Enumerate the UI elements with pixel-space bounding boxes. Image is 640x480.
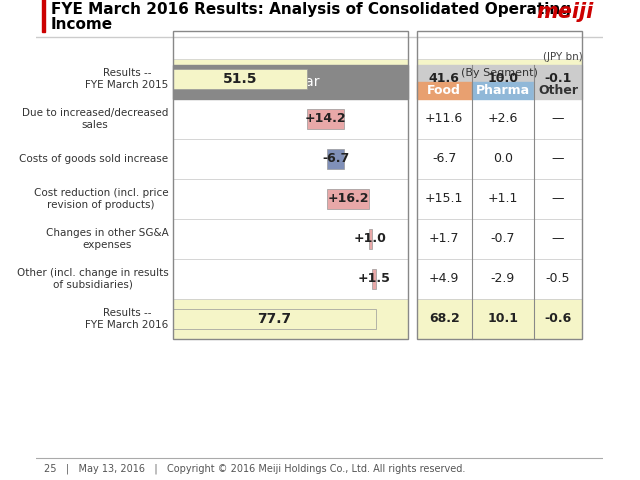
Text: Other: Other [538, 84, 578, 97]
Text: (JPY bn): (JPY bn) [543, 52, 582, 62]
Text: Income: Income [51, 17, 113, 32]
Text: -2.9: -2.9 [490, 273, 515, 286]
Bar [173, 69, 307, 89]
Bar [327, 189, 369, 209]
Text: +4.9: +4.9 [429, 273, 460, 286]
Text: -0.7: -0.7 [490, 232, 515, 245]
Text: +2.6: +2.6 [488, 112, 518, 125]
Text: +14.2: +14.2 [305, 112, 347, 125]
Text: +1.0: +1.0 [354, 232, 387, 245]
Bar [42, 0, 45, 32]
Bar [173, 65, 408, 99]
Bar [417, 31, 582, 339]
Bar [417, 179, 582, 219]
Text: 41.6: 41.6 [429, 72, 460, 85]
Text: +1.7: +1.7 [429, 232, 460, 245]
Text: Other (incl. change in results
of subsidiaries): Other (incl. change in results of subsid… [17, 268, 168, 290]
Text: (By Segment): (By Segment) [461, 69, 538, 79]
Text: 25   |   May 13, 2016   |   Copyright © 2016 Meiji Holdings Co., Ltd. All rights: 25 | May 13, 2016 | Copyright © 2016 Mei… [44, 464, 466, 474]
Text: Results --
FYE March 2016: Results -- FYE March 2016 [85, 308, 168, 330]
Bar [417, 139, 582, 179]
Bar [173, 59, 408, 99]
Text: meiji: meiji [537, 2, 594, 22]
Bar [534, 82, 582, 99]
Bar [417, 65, 582, 82]
Bar [173, 99, 408, 139]
Text: —: — [552, 112, 564, 125]
Text: +1.1: +1.1 [488, 192, 518, 205]
Text: 10.1: 10.1 [487, 312, 518, 325]
Bar [417, 299, 582, 339]
Text: Due to increased/decreased
sales: Due to increased/decreased sales [22, 108, 168, 130]
Text: —: — [552, 232, 564, 245]
Text: -0.6: -0.6 [545, 312, 572, 325]
Text: Food: Food [428, 84, 461, 97]
Bar [417, 59, 582, 99]
Bar [372, 269, 376, 289]
Bar [417, 259, 582, 299]
Bar [417, 82, 472, 99]
Bar [173, 309, 376, 329]
Bar [173, 31, 408, 339]
Bar [369, 228, 372, 250]
Text: Cost reduction (incl. price
revision of products): Cost reduction (incl. price revision of … [34, 188, 168, 210]
Text: 77.7: 77.7 [257, 312, 291, 326]
Text: —: — [552, 153, 564, 166]
Bar [173, 219, 408, 259]
Text: +16.2: +16.2 [327, 192, 369, 205]
Text: -6.7: -6.7 [432, 153, 456, 166]
Bar [173, 299, 408, 339]
Text: +1.5: +1.5 [357, 273, 390, 286]
Bar [173, 139, 408, 179]
Text: 51.5: 51.5 [223, 72, 257, 86]
Text: Changes in other SG&A
expenses: Changes in other SG&A expenses [45, 228, 168, 250]
Text: -0.5: -0.5 [546, 273, 570, 286]
Text: Pharma: Pharma [476, 84, 530, 97]
Text: +15.1: +15.1 [425, 192, 463, 205]
Bar [307, 108, 344, 130]
Bar [472, 82, 534, 99]
Text: 0.0: 0.0 [493, 153, 513, 166]
Text: Results --
FYE March 2015: Results -- FYE March 2015 [85, 68, 168, 90]
Text: 68.2: 68.2 [429, 312, 460, 325]
Text: FYE March 2016 Results: Analysis of Consolidated Operating: FYE March 2016 Results: Analysis of Cons… [51, 2, 571, 17]
Text: Costs of goods sold increase: Costs of goods sold increase [19, 154, 168, 164]
Text: -6.7: -6.7 [322, 153, 349, 166]
Text: Full-year: Full-year [260, 75, 320, 89]
Bar [417, 99, 582, 139]
Text: 10.0: 10.0 [487, 72, 518, 85]
Bar [173, 259, 408, 299]
Bar [173, 179, 408, 219]
Text: -0.1: -0.1 [545, 72, 572, 85]
Text: +11.6: +11.6 [425, 112, 463, 125]
Bar [417, 219, 582, 259]
Text: —: — [552, 192, 564, 205]
Bar [327, 149, 344, 169]
